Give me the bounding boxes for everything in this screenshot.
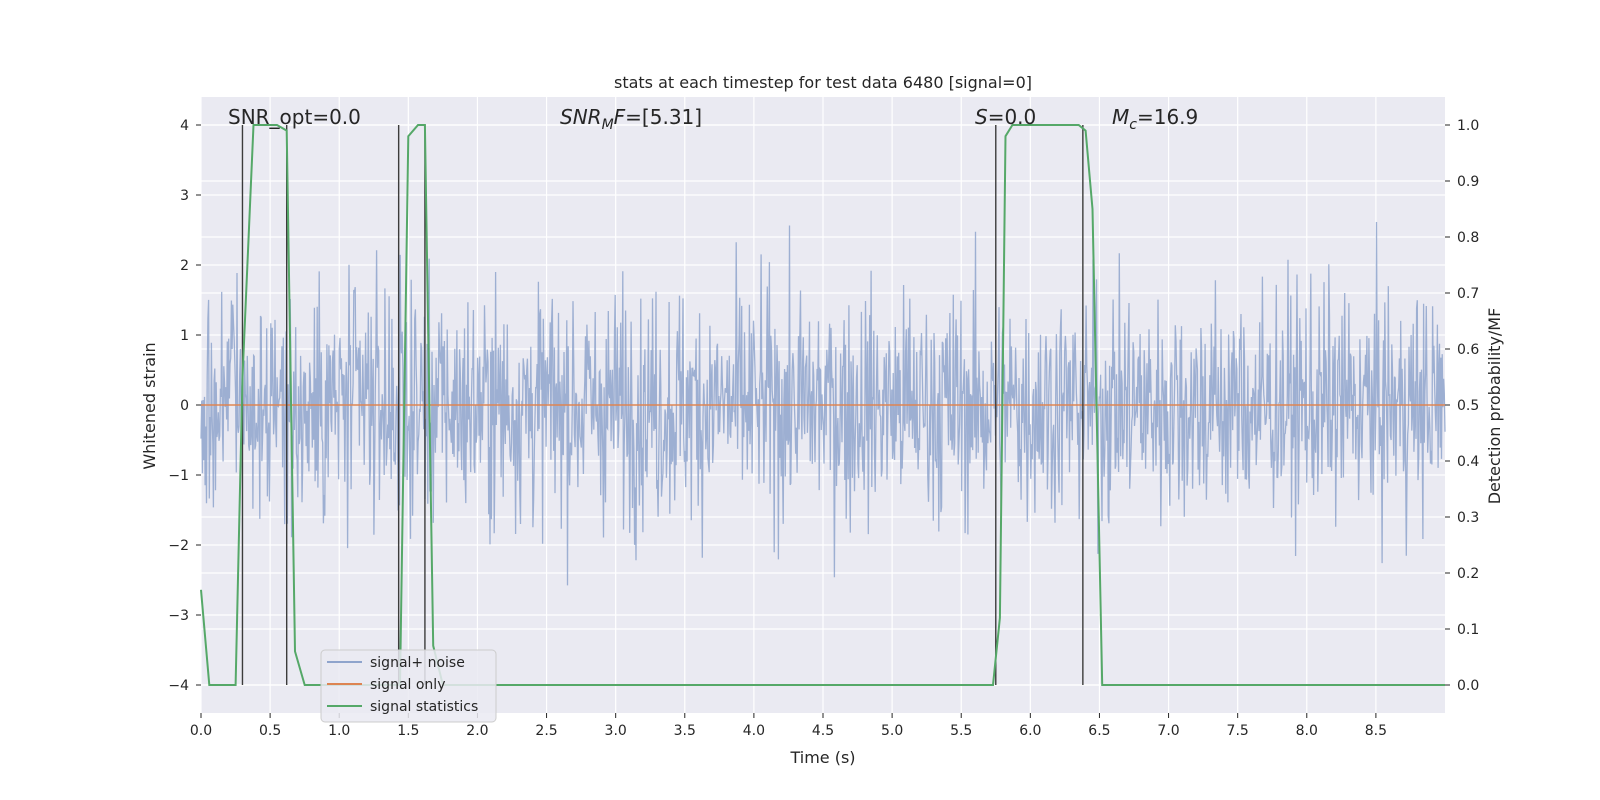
y-axis-right-label: Detection probability/MF [1485,308,1504,505]
y-axis-label: Whitened strain [140,342,159,469]
x-tick-label: 1.0 [328,723,350,739]
y-tick-label: −2 [168,538,189,554]
x-tick-label: 5.5 [950,723,972,739]
chart-title: stats at each timestep for test data 648… [614,73,1032,92]
x-tick-label: 5.0 [881,723,903,739]
x-tick-label: 1.5 [397,723,419,739]
y-right-tick-label: 0.4 [1457,454,1479,470]
x-tick-label: 2.5 [535,723,557,739]
legend-label-signal-noise: signal+ noise [370,655,465,671]
legend-label-signal-only: signal only [370,677,445,693]
annotation-mc-rest: =16.9 [1137,105,1198,129]
annotation-s-main: S [975,105,988,129]
annotation-mc: Mc=16.9 [1112,105,1198,133]
annotation-snr-opt: SNR_opt=0.0 [228,105,361,129]
x-tick-label: 3.0 [605,723,627,739]
x-tick-label: 8.0 [1296,723,1318,739]
y-tick-label: −3 [168,608,189,624]
y-tick-label: 2 [180,258,189,274]
x-tick-label: 7.0 [1157,723,1179,739]
legend-box [320,649,497,723]
annotation-snr-mf: SNRMF=[5.31] [560,105,702,133]
annotation-snr-mf-sub: M [602,117,614,133]
y-right-tick-label: 0.2 [1457,566,1479,582]
x-axis-ticks: 0.0 0.5 1.0 1.5 2.0 2.5 3.0 3.5 4.0 4.5 5.0 5.5 6.0 6… [190,713,1387,739]
y-tick-label: −1 [168,468,189,484]
series-signal-noise [200,221,1446,586]
y-tick-label: 3 [180,188,189,204]
y-axis-right-ticks: 0.0 0.1 0.2 0.3 0.4 0.5 0.6 0.7 0.8 0.9 1.0 [1445,118,1479,694]
y-tick-label: −4 [168,678,189,694]
x-tick-label: 3.5 [674,723,696,739]
signal-statistics-line [200,124,1445,686]
x-tick-label: 4.0 [743,723,765,739]
annotation-s: S=0.0 [975,105,1036,129]
y-right-tick-label: 0.6 [1457,342,1479,358]
y-tick-label: 1 [180,328,189,344]
x-tick-label: 0.5 [259,723,281,739]
annotation-mc-main: M [1112,105,1129,129]
signal-noise-line [200,221,1446,586]
y-axis-ticks: −4 −3 −2 −1 0 1 2 3 4 [168,118,201,694]
annotation-snr-mf-main: SNR [560,105,602,129]
x-tick-label: 8.5 [1365,723,1387,739]
annotation-snr-mf-rest: =[5.31] [625,105,702,129]
annotation-s-rest: =0.0 [988,105,1037,129]
y-tick-label: 0 [180,398,189,414]
x-axis-label: Time (s) [789,748,855,767]
y-right-tick-label: 0.0 [1457,678,1479,694]
vertical-markers [241,125,1084,685]
y-right-tick-label: 0.9 [1457,174,1479,190]
legend-label-signal-statistics: signal statistics [370,699,478,715]
x-tick-label: 6.5 [1088,723,1110,739]
y-right-tick-label: 1.0 [1457,118,1479,134]
y-right-tick-label: 0.8 [1457,230,1479,246]
annotation-mc-sub: c [1129,117,1137,133]
series-signal-statistics [200,124,1445,686]
y-right-tick-label: 0.1 [1457,622,1479,638]
y-right-tick-label: 0.5 [1457,398,1479,414]
annotation-snr-mf-rest-italic: F [614,105,626,129]
x-tick-label: 0.0 [190,723,212,739]
legend: signal+ noise signal only signal statist… [320,649,497,723]
y-tick-label: 4 [180,118,189,134]
y-right-tick-label: 0.3 [1457,510,1479,526]
x-tick-label: 2.0 [466,723,488,739]
y-right-tick-label: 0.7 [1457,286,1479,302]
x-tick-label: 6.0 [1019,723,1041,739]
x-tick-label: 4.5 [812,723,834,739]
x-tick-label: 7.5 [1227,723,1249,739]
